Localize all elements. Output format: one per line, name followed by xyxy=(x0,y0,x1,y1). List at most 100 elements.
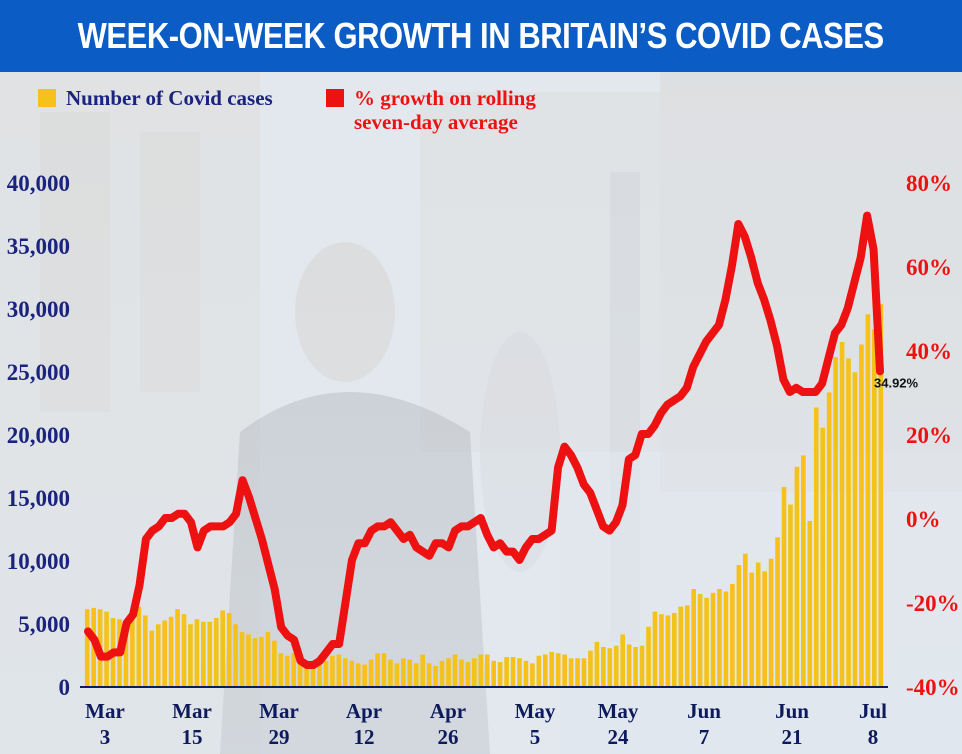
bar-cases xyxy=(201,621,206,686)
bar-cases xyxy=(407,659,413,686)
bar-cases xyxy=(297,658,303,686)
bar-cases xyxy=(259,636,264,686)
bar-cases xyxy=(762,571,767,686)
x-axis-tick-label: Jun xyxy=(687,699,721,723)
bar-cases xyxy=(846,358,851,686)
x-axis-tick-label: 15 xyxy=(182,725,203,749)
x-axis-tick-label: May xyxy=(598,699,639,723)
right-axis-tick-label: 80% xyxy=(906,171,952,196)
bar-cases xyxy=(239,631,245,686)
bar-cases xyxy=(168,616,174,686)
bar-cases xyxy=(775,537,780,686)
bar-cases xyxy=(555,653,561,686)
left-axis-tick-label: 20,000 xyxy=(7,423,70,448)
left-axis-tick-label: 5,000 xyxy=(18,612,70,637)
bar-cases xyxy=(104,611,109,686)
line-growth xyxy=(84,211,884,669)
bar-cases xyxy=(659,614,664,686)
bar-cases xyxy=(768,558,774,686)
bar-cases xyxy=(317,664,322,686)
bar-cases xyxy=(278,653,284,686)
bar-cases xyxy=(523,660,529,686)
bar-cases xyxy=(736,565,742,686)
bar-cases xyxy=(826,392,832,686)
bar-cases xyxy=(820,427,826,686)
bar-cases xyxy=(149,630,155,686)
bar-cases xyxy=(401,658,406,686)
bar-cases xyxy=(788,504,793,686)
bar-cases xyxy=(439,660,445,686)
right-axis-tick-label: 0% xyxy=(906,507,941,532)
bar-cases xyxy=(607,648,613,686)
bar-cases xyxy=(252,638,258,686)
bar-cases xyxy=(194,619,200,686)
right-axis-tick-label: -40% xyxy=(906,675,960,700)
bar-cases xyxy=(672,612,677,686)
chart-title: WEEK-ON-WEEK GROWTH IN BRITAIN’S COVID C… xyxy=(77,15,885,56)
bar-cases xyxy=(459,659,464,686)
bar-cases xyxy=(568,658,574,686)
bar-cases xyxy=(613,645,619,686)
bar-cases xyxy=(226,612,232,686)
bar-cases xyxy=(755,562,761,686)
bar-cases xyxy=(472,658,477,686)
bar-cases xyxy=(491,660,496,686)
bar-cases xyxy=(233,624,238,686)
bar-cases xyxy=(433,665,438,686)
bar-cases xyxy=(162,620,167,686)
right-axis-tick-label: 20% xyxy=(906,423,952,448)
legend-swatch-growth xyxy=(326,89,344,107)
bar-cases xyxy=(542,654,548,686)
bar-cases xyxy=(484,654,490,686)
legend-cases: Number of Covid cases xyxy=(38,86,273,110)
bar-cases xyxy=(807,520,813,686)
bar-cases xyxy=(536,655,542,686)
bar-cases xyxy=(665,615,671,686)
bar-cases xyxy=(620,634,626,686)
x-axis-tick-label: Jul xyxy=(859,699,887,723)
bar-cases xyxy=(652,611,658,686)
x-axis-tick-label: 8 xyxy=(868,725,879,749)
bar-cases xyxy=(368,659,374,686)
x-axis-tick-label: Mar xyxy=(172,699,212,723)
x-axis-tick-label: Apr xyxy=(346,699,382,723)
bar-cases xyxy=(697,594,703,686)
legend-swatch-cases xyxy=(38,89,56,107)
left-axis-tick-label: 40,000 xyxy=(7,171,70,196)
bar-cases xyxy=(355,663,361,686)
bar-cases xyxy=(155,624,161,686)
bar-cases xyxy=(601,646,606,686)
legend-label-cases: Number of Covid cases xyxy=(66,86,273,110)
bar-cases xyxy=(413,663,419,686)
bar-cases xyxy=(272,640,277,686)
x-axis-tick-label: 7 xyxy=(699,725,710,749)
bar-cases xyxy=(181,614,187,686)
bar-cases xyxy=(246,634,251,686)
bar-cases xyxy=(581,658,587,686)
bar-cases xyxy=(220,610,226,686)
bar-cases xyxy=(813,407,819,686)
bar-cases xyxy=(684,605,690,686)
left-axis-tick-label: 10,000 xyxy=(7,549,70,574)
bar-cases xyxy=(517,658,522,686)
bar-cases xyxy=(497,662,503,686)
bar-cases xyxy=(336,654,342,686)
x-axis-tick-label: Jun xyxy=(775,699,809,723)
bar-cases xyxy=(639,645,645,686)
bar-cases xyxy=(678,606,684,686)
x-axis-tick-label: 24 xyxy=(608,725,630,749)
legend-growth: % growth on rolling seven-day average xyxy=(326,86,536,134)
bar-cases xyxy=(213,617,219,686)
bar-cases xyxy=(304,660,309,686)
bar-cases xyxy=(852,372,858,686)
bar-cases xyxy=(478,654,484,686)
bar-cases xyxy=(859,344,864,686)
x-axis-tick-label: 5 xyxy=(530,725,541,749)
bar-cases xyxy=(310,662,316,686)
x-axis-tick-label: Mar xyxy=(85,699,125,723)
bar-cases xyxy=(265,631,271,686)
bar-cases xyxy=(646,626,651,686)
bar-cases xyxy=(794,466,800,686)
bar-cases xyxy=(781,486,787,686)
bar-cases xyxy=(594,641,600,686)
